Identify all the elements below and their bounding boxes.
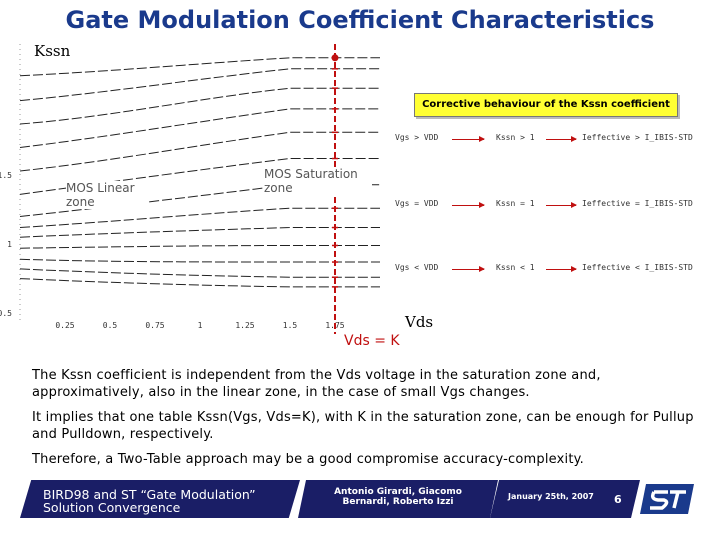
callout-effective: Ieffective = I_IBIS-STD <box>582 199 693 208</box>
footer-date: January 25th, 2007 <box>508 492 594 501</box>
kssn-curve <box>19 278 380 288</box>
footer-title-box: BIRD98 and ST “Gate Modulation” Solution… <box>20 480 300 518</box>
arrow-icon <box>452 136 485 142</box>
callout-row: Vgs < VDD Kssn < 1 Ieffective < I_IBIS-S… <box>0 263 720 277</box>
kssn-curve <box>19 68 380 102</box>
footer-authors-line: Bernardi, Roberto Izzi <box>342 497 454 507</box>
callout-title: Corrective behaviour of the Kssn coeffic… <box>414 93 678 117</box>
y-tick-label: 0.5 <box>0 309 12 318</box>
paragraph: The Kssn coefficient is independent from… <box>32 368 601 400</box>
x-tick-label: 1.25 <box>235 321 254 330</box>
kssn-curve <box>19 258 380 263</box>
paragraph: Therefore, a Two-Table approach may be a… <box>32 452 584 467</box>
kssn-curve <box>19 108 380 148</box>
kssn-curve <box>19 245 380 249</box>
slide-title: Gate Modulation Coefficient Characterist… <box>65 6 655 34</box>
kssn-curve <box>19 87 380 125</box>
page-number: 6 <box>614 493 622 506</box>
x-tick-label: 0.75 <box>145 321 164 330</box>
arrow-icon <box>546 202 577 208</box>
kssn-curve <box>19 158 380 195</box>
kssn-curve <box>19 207 380 228</box>
st-logo-icon <box>640 484 694 514</box>
footer-title-line: BIRD98 and ST “Gate Modulation” <box>43 487 256 502</box>
y-tick-label: 1.5 <box>0 171 12 180</box>
y-axis-label: Kssn <box>34 42 71 60</box>
vds-k-label: Vds = K <box>344 333 400 349</box>
footer-title-line: Solution Convergence <box>43 500 181 515</box>
kssn-curve <box>19 131 380 172</box>
callout-row: Vgs = VDD Kssn = 1 Ieffective = I_IBIS-S… <box>0 199 720 213</box>
callout-effective: Ieffective < I_IBIS-STD <box>582 263 693 272</box>
footer-date-box: January 25th, 2007 <box>490 480 640 518</box>
saturation-zone-label: MOS Saturation zone <box>264 167 372 195</box>
x-tick-label: 0.5 <box>103 321 118 330</box>
callout-kssn: Kssn = 1 <box>496 199 535 208</box>
x-tick-label: 1.5 <box>283 321 298 330</box>
arrow-icon <box>452 266 485 272</box>
kssn-curve <box>19 57 380 77</box>
st-logo <box>640 480 696 518</box>
kssn-curve <box>19 268 380 278</box>
arrow-icon <box>546 136 577 142</box>
callout-cond: Vgs > VDD <box>395 133 439 142</box>
paragraph: It implies that one table Kssn(Vgs, Vds=… <box>32 410 694 442</box>
x-axis-label: Vds <box>405 313 434 331</box>
callout-kssn: Kssn > 1 <box>496 133 535 142</box>
footer-authors-line: Antonio Girardi, Giacomo <box>334 487 462 497</box>
x-tick-label: 1 <box>198 321 203 330</box>
footer-authors-box: Antonio Girardi, Giacomo Bernardi, Rober… <box>298 480 498 518</box>
arrow-icon <box>452 202 485 208</box>
marker-dot <box>331 54 339 62</box>
kssn-curve <box>19 227 380 238</box>
callout-effective: Ieffective > I_IBIS-STD <box>582 133 693 142</box>
x-tick-label: 0.25 <box>55 321 74 330</box>
callout-kssn: Kssn < 1 <box>496 263 535 272</box>
arrow-icon <box>546 266 577 272</box>
callout-cond: Vgs < VDD <box>395 263 439 272</box>
callout-row: Vgs > VDD Kssn > 1 Ieffective > I_IBIS-S… <box>0 133 720 147</box>
linear-zone-label: MOS Linear zone <box>66 181 148 209</box>
y-tick-label: 1 <box>7 240 12 249</box>
callout-cond: Vgs = VDD <box>395 199 439 208</box>
